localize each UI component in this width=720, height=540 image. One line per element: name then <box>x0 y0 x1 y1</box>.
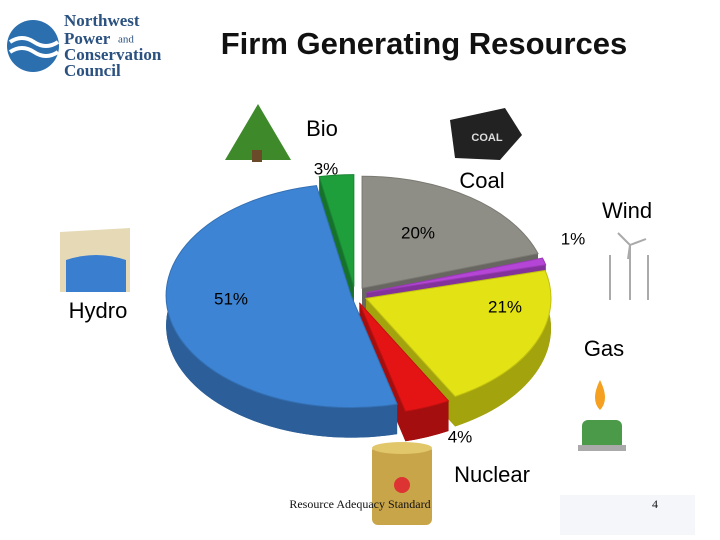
value-label: 3% <box>314 159 339 178</box>
slice-side <box>166 185 398 438</box>
icon-tree <box>225 104 291 162</box>
value-label: 4% <box>448 427 473 446</box>
slice-label: Nuclear <box>454 462 530 487</box>
logo-mark <box>7 20 59 72</box>
slice <box>366 257 547 294</box>
footer: Resource Adequacy Standard <box>289 497 430 511</box>
slice-label: Bio <box>306 116 338 141</box>
logo-text: and <box>118 34 134 46</box>
slice-side <box>405 400 449 442</box>
slice <box>365 269 552 398</box>
logo-text: Northwest <box>64 11 140 30</box>
svg-text:COAL: COAL <box>471 132 502 144</box>
slice <box>358 302 450 412</box>
page-number: 4 <box>652 497 658 511</box>
icon-wind <box>609 232 649 300</box>
pie <box>165 174 552 442</box>
icon-coal: COAL <box>450 108 522 160</box>
slice-label: Coal <box>459 168 504 193</box>
value-label: 1% <box>561 229 586 248</box>
logo-waves <box>8 36 60 58</box>
slice <box>361 175 539 289</box>
icon-dam <box>60 228 130 292</box>
slice <box>165 185 398 409</box>
slice-label: Gas <box>584 336 624 361</box>
icon-gas <box>578 380 626 451</box>
icon-nuclear <box>372 442 432 525</box>
footer-box <box>560 495 695 535</box>
logo: Northwest Power and Conservation Council <box>7 11 162 80</box>
slice-label: Hydro <box>69 298 128 323</box>
value-label: 20% <box>401 223 435 242</box>
value-label: 21% <box>488 297 522 316</box>
value-label: 51% <box>214 289 248 308</box>
logo-text: Council <box>64 61 121 80</box>
chart-title: Firm Generating Resources <box>221 26 628 61</box>
slice <box>318 174 355 287</box>
logo-text: Power <box>64 29 111 48</box>
slice-label: Wind <box>602 198 652 223</box>
logo-text: Conservation <box>64 45 162 64</box>
